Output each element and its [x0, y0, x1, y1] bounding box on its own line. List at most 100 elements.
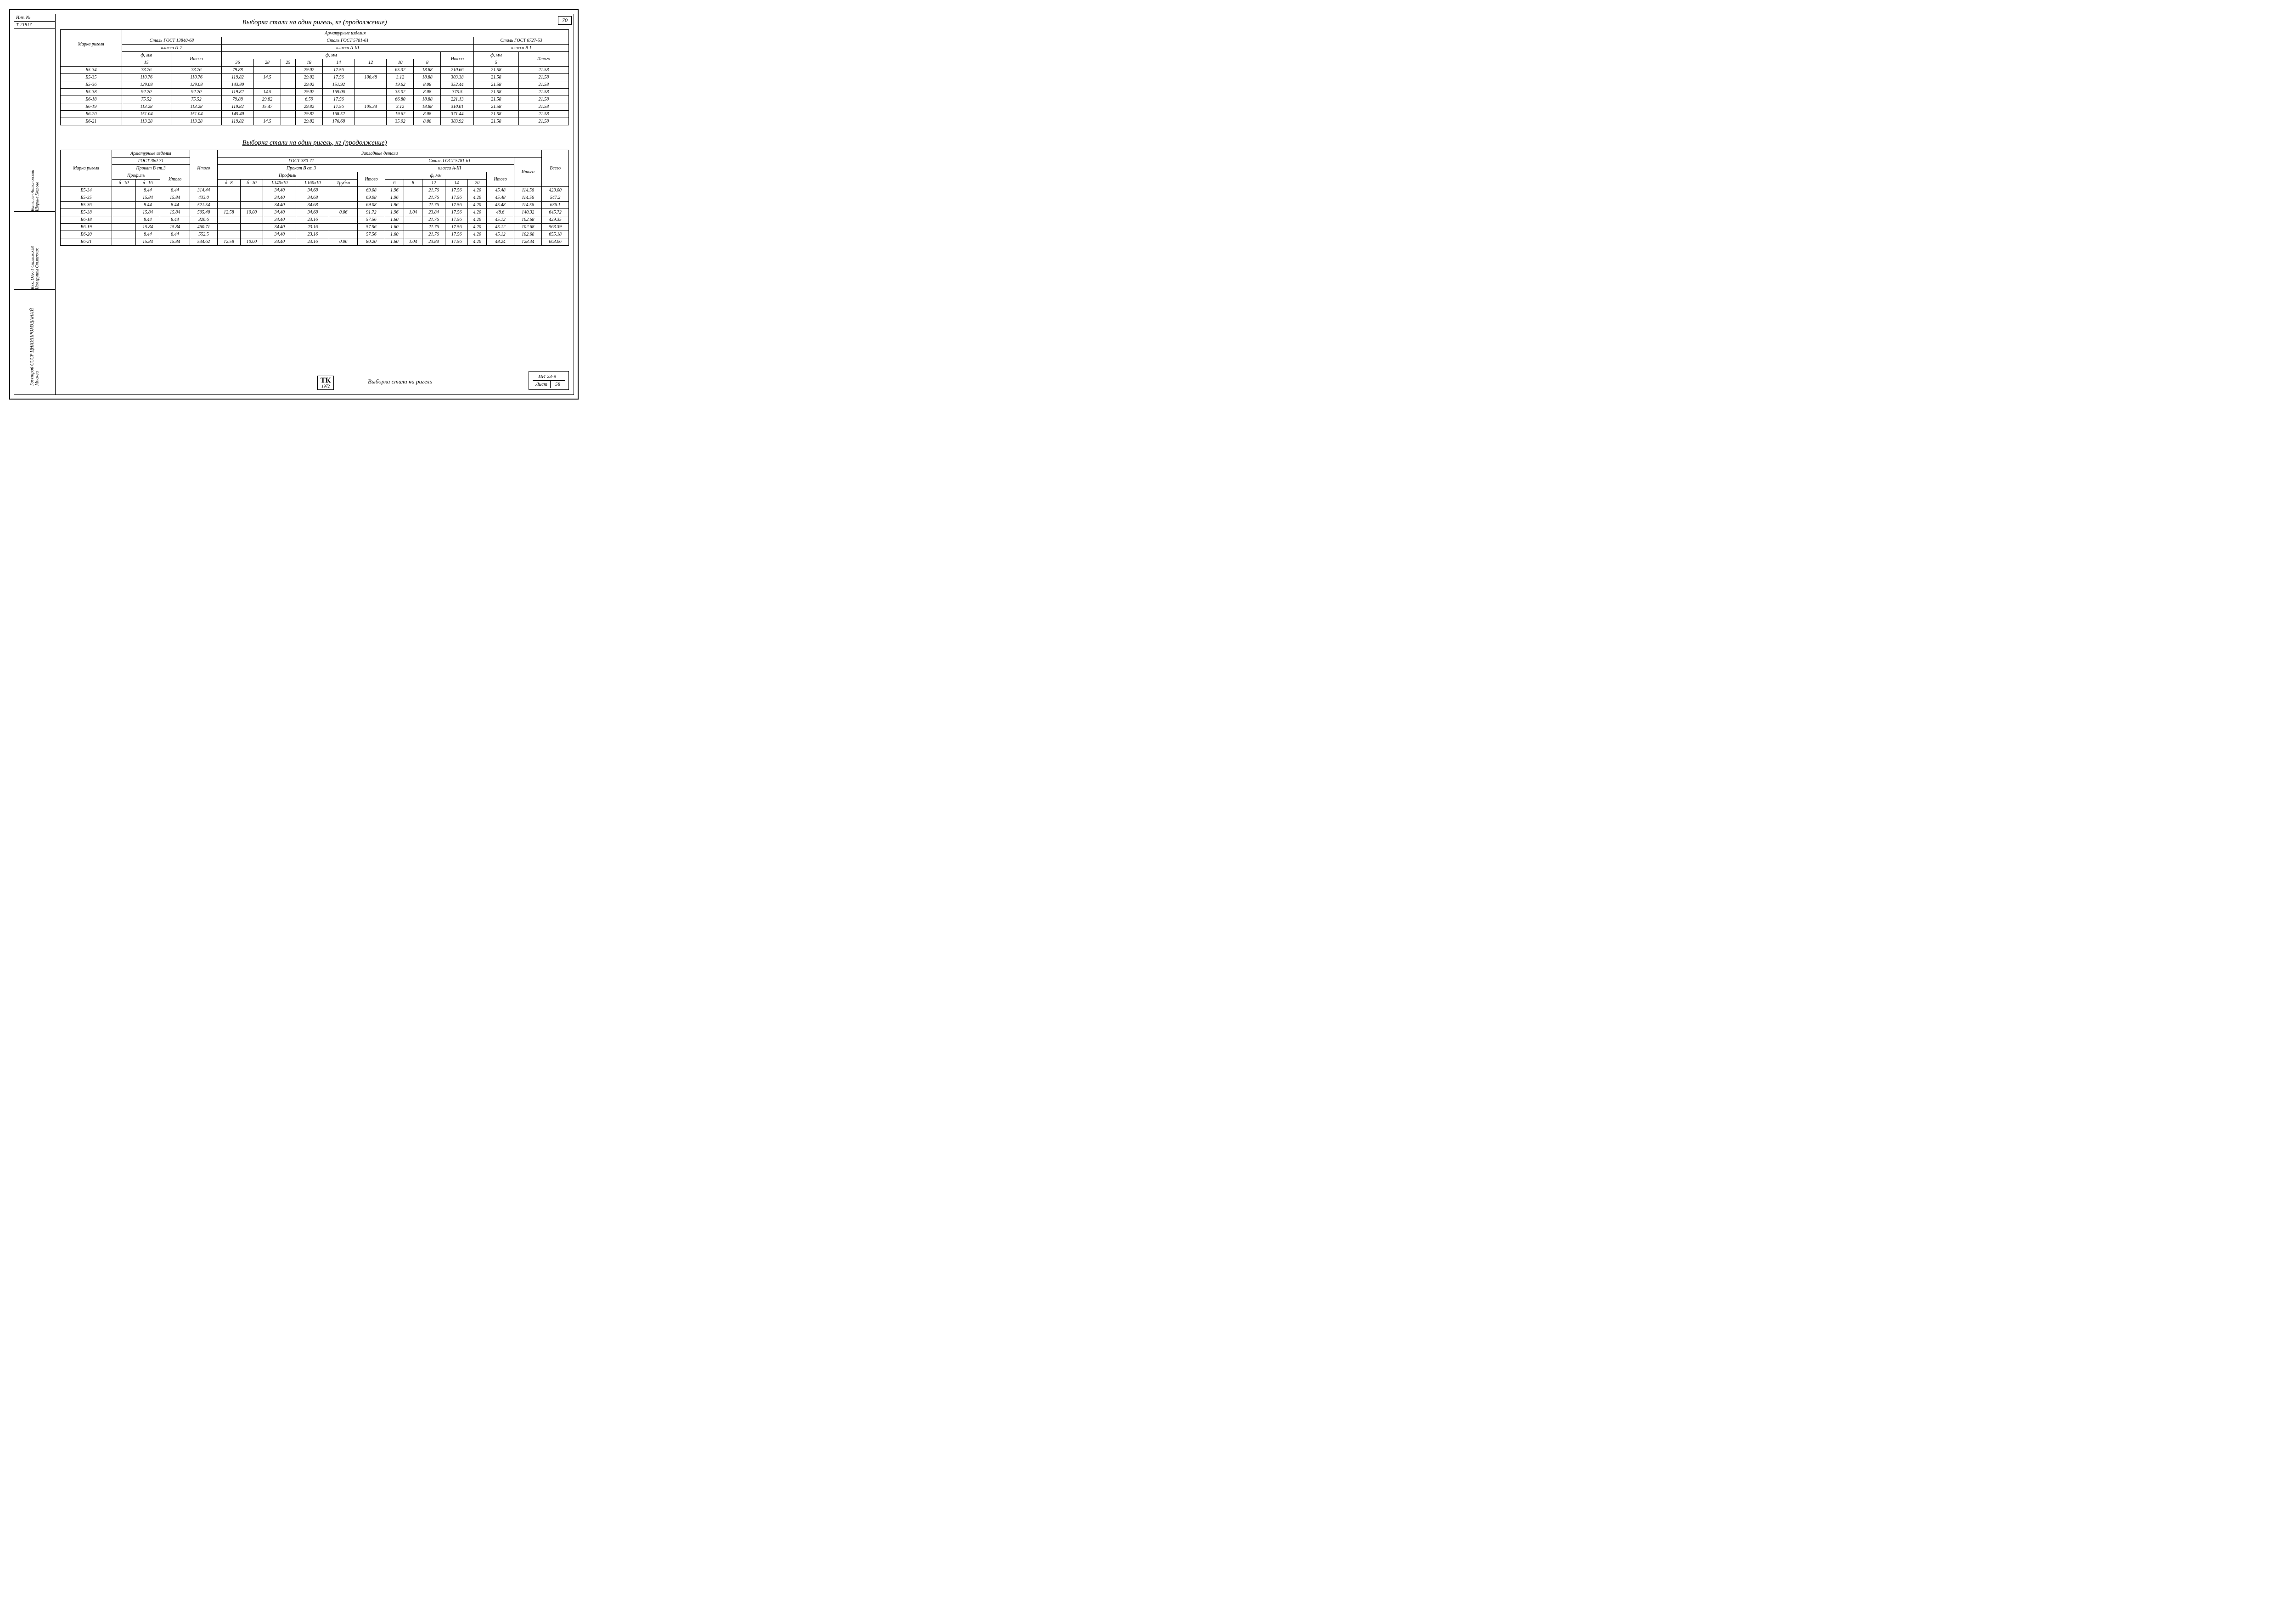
cell: Б6-21 — [61, 118, 122, 125]
cell: 460.71 — [190, 224, 217, 231]
cell: 8.44 — [160, 202, 190, 209]
cell: 1.04 — [404, 209, 422, 216]
cell: 35.02 — [387, 118, 414, 125]
cell: 21.58 — [518, 118, 568, 125]
cell: Б6-21 — [61, 238, 112, 246]
th-itogo-1: Итого — [171, 52, 221, 67]
cell: 45.48 — [486, 194, 514, 202]
cell: 8.44 — [135, 216, 160, 224]
cell: 4.20 — [468, 202, 487, 209]
th-d8: 8 — [414, 59, 441, 67]
cell — [281, 81, 295, 89]
cell: 15.84 — [135, 194, 160, 202]
table2-title: Выборка стали на один ригель, кг (продол… — [56, 135, 574, 150]
th2-s10: δ=10 — [112, 180, 135, 187]
cell: 15.84 — [135, 209, 160, 216]
cell: 34.68 — [296, 209, 329, 216]
table-row: Б5-3473.7673.7679.8829.0217.5665.3218.88… — [61, 67, 569, 74]
cell: 4.20 — [468, 216, 487, 224]
cell — [112, 209, 135, 216]
cell — [281, 96, 295, 103]
cell: 14.5 — [253, 74, 281, 81]
th-d28: 28 — [253, 59, 281, 67]
th-d12: 12 — [355, 59, 387, 67]
th-d18: 18 — [295, 59, 322, 67]
cell: 8.44 — [160, 216, 190, 224]
table1-head-row2: Сталь ГОСТ 13840-68 Сталь ГОСТ 5781-61 С… — [61, 37, 569, 45]
cell: 23.16 — [296, 231, 329, 238]
roles-block: Вз.к. ОТК-1 Ст.инж.ОВ Нач.группы Ст.техн… — [14, 244, 55, 290]
cell: 0.06 — [329, 209, 357, 216]
cell: 21.76 — [422, 194, 445, 202]
t2-h3: Прокат В ст.3 Прокат В ст.3 класса А-III — [61, 165, 569, 172]
cell — [218, 224, 241, 231]
cell: 1.96 — [385, 187, 404, 194]
cell: 0.06 — [329, 238, 357, 246]
cell: 102.68 — [514, 224, 542, 231]
main-content: 70 Выборка стали на один ригель, кг (про… — [56, 14, 574, 394]
cell: 505.40 — [190, 209, 217, 216]
cell: 19.62 — [387, 111, 414, 118]
cell — [253, 67, 281, 74]
cell: 102.68 — [514, 231, 542, 238]
cell: 17.56 — [322, 74, 355, 81]
cell — [281, 111, 295, 118]
cell: 66.80 — [387, 96, 414, 103]
table-row: Б5-35110.76110.76119.8214.529.0217.56100… — [61, 74, 569, 81]
cell: 129.08 — [122, 81, 171, 89]
cell — [240, 194, 263, 202]
th-dmm-2: ф, мм — [222, 52, 441, 59]
cell: 45.48 — [486, 202, 514, 209]
cell: 326.6 — [190, 216, 217, 224]
th2-profil2: Профиль — [218, 172, 358, 180]
cell — [218, 202, 241, 209]
cell: 19.62 — [387, 81, 414, 89]
cell — [404, 231, 422, 238]
cell — [112, 216, 135, 224]
cell — [404, 224, 422, 231]
cell: Б6-18 — [61, 216, 112, 224]
cell: Б5-38 — [61, 89, 122, 96]
cell: 17.56 — [445, 238, 468, 246]
cell: 34.40 — [263, 224, 296, 231]
cell — [329, 224, 357, 231]
cell: 4.20 — [468, 187, 487, 194]
cell: Б5-35 — [61, 74, 122, 81]
cell: 21.58 — [474, 111, 519, 118]
tk-stamp: ТК 1972 — [317, 376, 334, 390]
cell: 21.58 — [474, 96, 519, 103]
cell: 645.72 — [542, 209, 569, 216]
drawing-sheet: Инв. № Т-21817 Винницин Антоновский Шори… — [9, 9, 579, 400]
cell: 119.82 — [222, 103, 254, 111]
th-marka: Марка ригеля — [61, 30, 122, 59]
cell: 303.38 — [441, 74, 474, 81]
cell: 21.58 — [518, 103, 568, 111]
th2-gost2: ГОСТ 380-71 — [218, 158, 385, 165]
cell: Б5-36 — [61, 202, 112, 209]
tk-label: ТК — [321, 377, 331, 384]
cell: 663.06 — [542, 238, 569, 246]
th-itogo-3: Итого — [518, 52, 568, 67]
cell: 113.28 — [171, 118, 221, 125]
cell: 21.58 — [518, 67, 568, 74]
cell: 15.84 — [160, 194, 190, 202]
footer-title: Выборка стали на ригель — [368, 378, 432, 385]
cell: 119.82 — [222, 89, 254, 96]
cell: 1.60 — [385, 224, 404, 231]
cell — [112, 202, 135, 209]
cell: 23.84 — [422, 238, 445, 246]
cell — [329, 231, 357, 238]
cell: 45.48 — [486, 187, 514, 194]
cell — [112, 194, 135, 202]
cell: 45.12 — [486, 216, 514, 224]
cell — [355, 118, 387, 125]
t2-h4: Профиль Итого Профиль Итого ф, мм Итого — [61, 172, 569, 180]
cell: 552.5 — [190, 231, 217, 238]
cell: 129.08 — [171, 81, 221, 89]
cell: 91.72 — [357, 209, 385, 216]
cell: 17.56 — [322, 103, 355, 111]
cell: Б5-36 — [61, 81, 122, 89]
th2-c20: 20 — [468, 180, 487, 187]
cell: 23.16 — [296, 224, 329, 231]
cell: 73.76 — [171, 67, 221, 74]
